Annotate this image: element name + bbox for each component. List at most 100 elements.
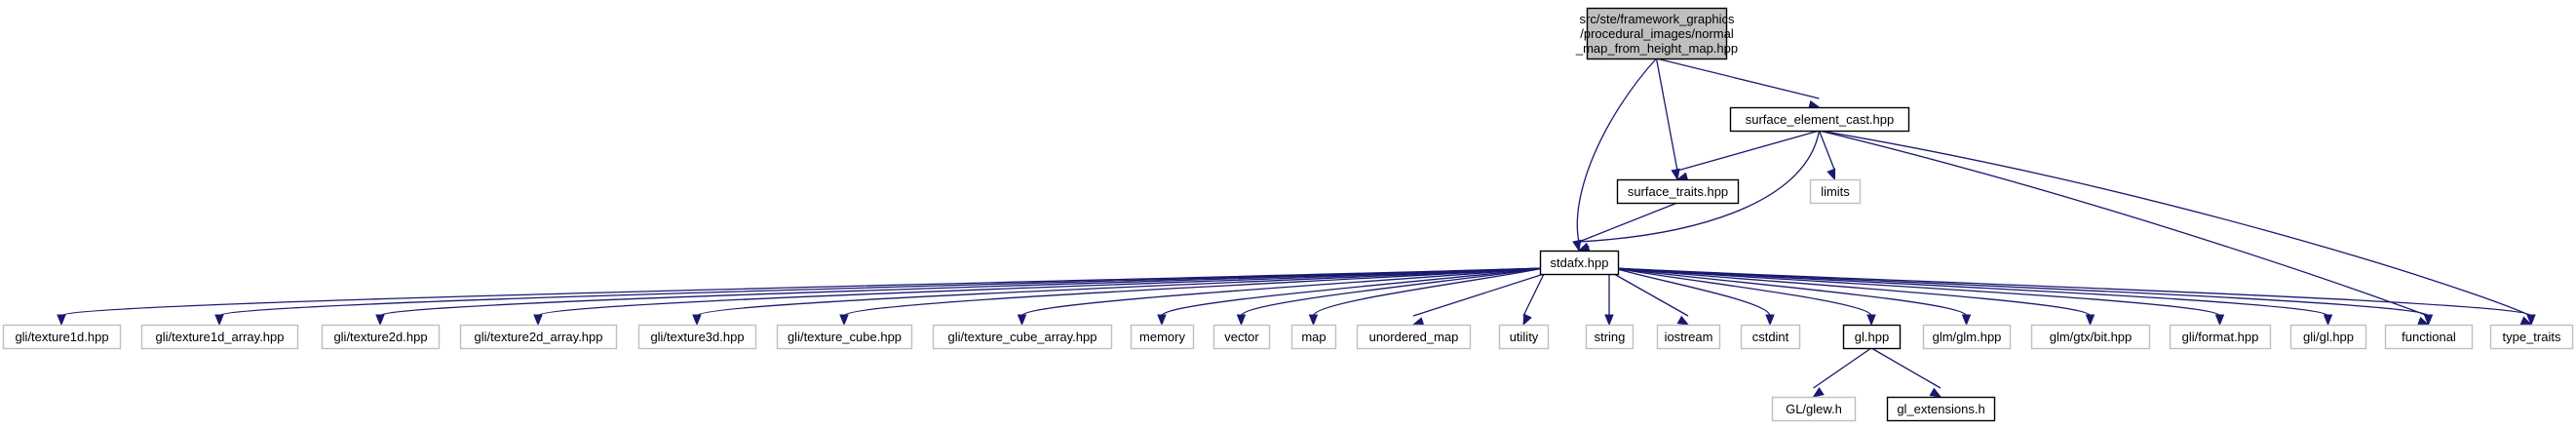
- node-cstdint[interactable]: cstdint: [1740, 324, 1801, 350]
- edge-surface-element-cast-to-surface-traits: [1676, 130, 1820, 172]
- edge-stdafx-to-texture3d: [696, 267, 1545, 317]
- node-label: gli/texture1d.hpp: [15, 330, 108, 344]
- node-memory[interactable]: memory: [1130, 324, 1195, 350]
- edge-root-to-surface-traits: [1655, 58, 1678, 172]
- node-gli-gl[interactable]: gli/gl.hpp: [2289, 324, 2367, 350]
- node-label: glm/glm.hpp: [1933, 330, 2002, 344]
- node-label: gli/texture2d_array.hpp: [474, 330, 602, 344]
- node-label: limits: [1821, 184, 1850, 199]
- node-label: string: [1595, 330, 1626, 344]
- node-string[interactable]: string: [1585, 324, 1634, 350]
- node-glm-bit[interactable]: glm/gtx/bit.hpp: [2030, 324, 2151, 350]
- edge-stdafx-to-memory: [1161, 267, 1545, 317]
- node-label: gli/texture2d.hpp: [333, 330, 427, 344]
- node-label: gli/texture3d.hpp: [650, 330, 744, 344]
- edge-stdafx-to-iostream: [1613, 273, 1689, 317]
- arrowhead: [533, 314, 543, 327]
- node-box: [140, 324, 299, 350]
- node-texture1d-array[interactable]: gli/texture1d_array.hpp: [140, 324, 299, 350]
- arrowhead: [2423, 314, 2434, 327]
- node-box: [932, 324, 1113, 350]
- arrowhead: [2526, 314, 2536, 327]
- edge-surface-element-cast-to-functional: [1819, 130, 2429, 317]
- node-iostream[interactable]: iostream: [1656, 324, 1721, 350]
- arrowhead: [1236, 314, 1247, 327]
- arrowhead: [2214, 314, 2225, 327]
- node-box: [1212, 324, 1271, 350]
- node-root[interactable]: src/ste/framework_graphics/procedural_im…: [1575, 7, 1738, 60]
- node-box: [637, 324, 757, 350]
- node-label: memory: [1139, 330, 1185, 344]
- node-label: unordered_map: [1369, 330, 1459, 344]
- edge-root-to-stdafx: [1576, 58, 1657, 243]
- node-glew[interactable]: GL/glew.h: [1771, 396, 1857, 422]
- node-label: stdafx.hpp: [1551, 255, 1609, 270]
- arrowhead: [1017, 314, 1027, 327]
- node-box: [1539, 250, 1620, 276]
- node-label: gli/texture_cube_array.hpp: [948, 330, 1097, 344]
- node-map[interactable]: map: [1290, 324, 1337, 350]
- edge-gl-hpp-to-gl-extensions: [1870, 347, 1942, 389]
- node-box: [2030, 324, 2151, 350]
- node-box: [1356, 324, 1472, 350]
- node-box: [2384, 324, 2474, 350]
- node-texture2d-array[interactable]: gli/texture2d_array.hpp: [459, 324, 618, 350]
- edge-stdafx-to-gl-hpp: [1613, 267, 1872, 317]
- edge-stdafx-to-utility: [1522, 273, 1545, 317]
- node-box: [1586, 7, 1728, 60]
- node-texture-cube[interactable]: gli/texture_cube.hpp: [776, 324, 913, 350]
- node-utility[interactable]: utility: [1498, 324, 1550, 350]
- edge-stdafx-to-glm-bit: [1613, 267, 2092, 317]
- arrowhead: [2323, 314, 2333, 327]
- node-stdafx[interactable]: stdafx.hpp: [1539, 250, 1620, 276]
- node-surface-traits[interactable]: surface_traits.hpp: [1616, 178, 1740, 205]
- node-limits[interactable]: limits: [1809, 178, 1862, 205]
- node-gl-hpp[interactable]: gl.hpp: [1842, 324, 1902, 350]
- node-label: surface_traits.hpp: [1628, 184, 1728, 199]
- arrowhead: [1961, 314, 1972, 327]
- node-label: gl_extensions.h: [1897, 402, 1984, 416]
- node-gl-extensions[interactable]: gl_extensions.h: [1886, 396, 1996, 422]
- node-type-traits[interactable]: type_traits: [2489, 324, 2574, 350]
- arrowhead: [692, 314, 702, 327]
- node-label: gl.hpp: [1855, 330, 1889, 344]
- node-surface-element-cast[interactable]: surface_element_cast.hpp: [1729, 106, 1910, 133]
- node-box: [2, 324, 122, 350]
- edge-stdafx-to-gli-format: [1613, 267, 2221, 317]
- node-texture-cube-array[interactable]: gli/texture_cube_array.hpp: [932, 324, 1113, 350]
- node-box: [1616, 178, 1740, 205]
- node-box: [2289, 324, 2367, 350]
- edge-stdafx-to-functional: [1613, 267, 2430, 317]
- edge-stdafx-to-gli-gl: [1613, 267, 2329, 317]
- edge-surface-element-cast-to-type-traits: [1819, 130, 2532, 317]
- edge-stdafx-to-texture2d-array: [537, 267, 1545, 317]
- node-texture3d[interactable]: gli/texture3d.hpp: [637, 324, 757, 350]
- arrowhead: [1157, 314, 1167, 327]
- arrowhead: [1812, 387, 1825, 398]
- node-texture1d[interactable]: gli/texture1d.hpp: [2, 324, 122, 350]
- edge-stdafx-to-texture2d: [379, 267, 1545, 317]
- node-vector[interactable]: vector: [1212, 324, 1271, 350]
- node-label: type_traits: [2503, 330, 2561, 344]
- edge-stdafx-to-type-traits: [1613, 267, 2532, 317]
- node-box: [1771, 396, 1857, 422]
- edge-stdafx-to-texture1d-array: [218, 267, 1545, 317]
- node-label: functional: [2402, 330, 2456, 344]
- arrowhead: [1929, 387, 1942, 398]
- node-label: src/ste/framework_graphics: [1580, 12, 1735, 26]
- node-label: surface_element_cast.hpp: [1746, 112, 1894, 127]
- arrowhead: [1411, 317, 1425, 327]
- node-glm[interactable]: glm/glm.hpp: [1922, 324, 2012, 350]
- arrowhead: [1308, 314, 1319, 327]
- node-label: _map_from_height_map.hpp: [1575, 41, 1738, 56]
- node-gli-format[interactable]: gli/format.hpp: [2169, 324, 2272, 350]
- node-unordered-map[interactable]: unordered_map: [1356, 324, 1472, 350]
- edges-layer: [57, 58, 2536, 398]
- node-functional[interactable]: functional: [2384, 324, 2474, 350]
- node-texture2d[interactable]: gli/texture2d.hpp: [321, 324, 441, 350]
- arrowhead: [1765, 314, 1775, 327]
- node-box: [1585, 324, 1634, 350]
- edge-stdafx-to-cstdint: [1613, 267, 1771, 317]
- node-label: map: [1301, 330, 1326, 344]
- edge-stdafx-to-texture-cube: [843, 267, 1545, 317]
